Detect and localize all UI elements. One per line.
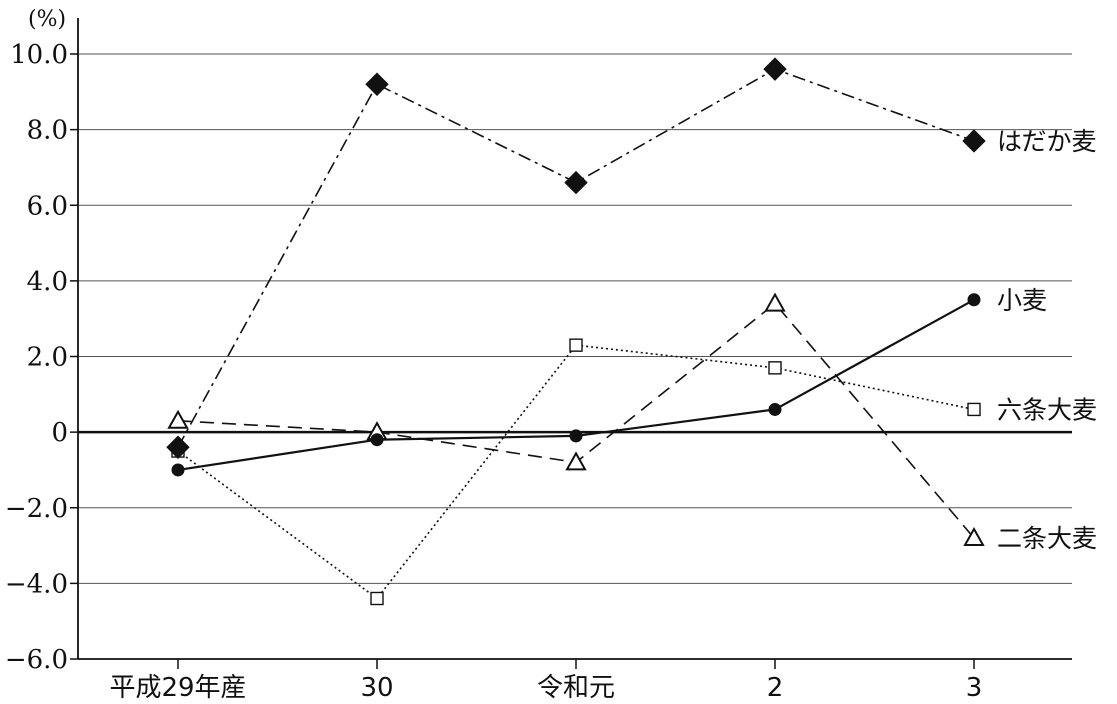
data-point-circle <box>967 293 981 307</box>
data-point-diamond <box>962 129 986 153</box>
series-label: 二条大麦 <box>997 524 1097 553</box>
y-tick-label: 6.0 <box>27 191 68 221</box>
series-group <box>166 57 986 459</box>
series-label: 小麦 <box>997 286 1047 315</box>
data-point-circle <box>171 463 185 477</box>
x-tick-label: 2 <box>767 673 784 703</box>
data-point-circle <box>370 433 384 447</box>
series-group <box>171 338 981 606</box>
series-line <box>177 344 975 600</box>
data-point-square <box>768 361 782 375</box>
x-tick-label: 令和元 <box>537 673 615 703</box>
data-point-diamond <box>763 57 787 81</box>
x-tick-label: 平成29年産 <box>109 673 246 703</box>
series-label: 六条大麦 <box>997 395 1097 424</box>
grid-layer <box>78 53 1072 660</box>
y-tick-label: 4.0 <box>27 267 68 297</box>
y-tick-label: 2.0 <box>27 343 68 373</box>
y-axis-unit-label: (%) <box>28 7 66 32</box>
x-tick-label: 30 <box>360 673 393 703</box>
data-point-diamond <box>564 170 588 195</box>
data-point-triangle <box>963 526 985 546</box>
data-point-circle <box>569 429 583 443</box>
data-point-triangle <box>764 292 786 312</box>
data-point-triangle <box>565 451 587 471</box>
y-tick-label: −6.0 <box>5 645 68 675</box>
y-tick-label: −2.0 <box>5 494 68 524</box>
x-tick-label: 3 <box>966 673 983 703</box>
series-line <box>177 68 975 448</box>
data-point-diamond <box>166 435 190 459</box>
data-point-square <box>967 402 981 417</box>
y-tick-label: 10.0 <box>10 40 68 70</box>
y-tick-label: 0 <box>51 418 68 448</box>
data-point-square <box>370 591 384 606</box>
series-group <box>171 293 981 477</box>
label-layer: (%) 10.0 8.0 6.0 4.0 2.0 0 −2.0 −4.0 −6.0 平成29年産 3… <box>5 7 1097 703</box>
series-group <box>167 292 985 546</box>
data-point-triangle <box>167 409 189 429</box>
axis-layer <box>70 18 1072 669</box>
series-layer <box>166 57 986 606</box>
data-point-square <box>569 338 583 352</box>
series-label: はだか麦 <box>997 127 1097 156</box>
y-tick-label: −4.0 <box>5 569 68 599</box>
data-point-diamond <box>365 72 389 96</box>
y-tick-label: 8.0 <box>27 116 68 146</box>
data-point-circle <box>768 402 782 416</box>
